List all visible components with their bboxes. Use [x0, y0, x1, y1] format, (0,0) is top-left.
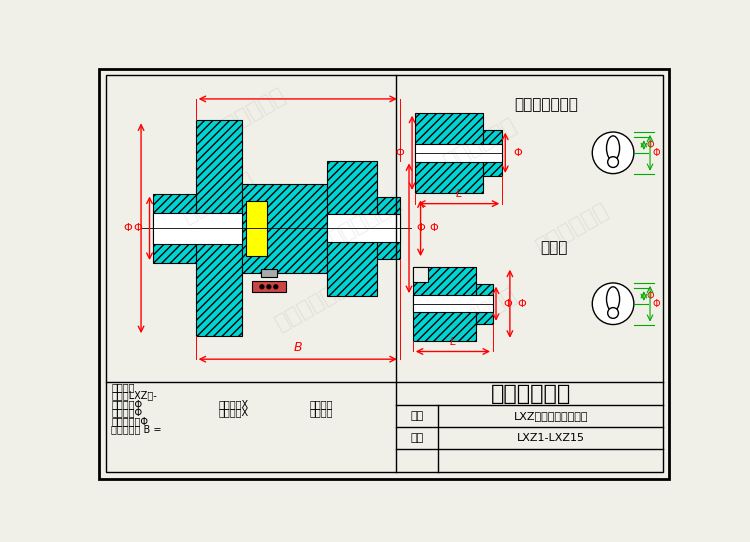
Text: 泊头友谊机械: 泊头友谊机械: [179, 169, 259, 226]
Text: Φ: Φ: [646, 140, 654, 150]
Ellipse shape: [607, 287, 619, 312]
Text: 主动端（轮端）: 主动端（轮端）: [514, 98, 578, 113]
Text: 制动轮外径Φ: 制动轮外径Φ: [111, 416, 148, 426]
Circle shape: [592, 283, 634, 325]
Bar: [376, 197, 400, 259]
Circle shape: [608, 308, 619, 318]
Text: 名称: 名称: [411, 411, 424, 421]
Circle shape: [260, 285, 264, 289]
Circle shape: [592, 132, 634, 173]
Text: （孔长）: （孔长）: [310, 399, 333, 409]
Text: Φ: Φ: [417, 223, 425, 233]
Text: 泊头友谊机械: 泊头友谊机械: [490, 384, 571, 404]
Text: LXZ型弹性柱销联轴器: LXZ型弹性柱销联轴器: [514, 411, 588, 421]
Bar: [483, 130, 502, 176]
Text: Φ: Φ: [646, 291, 654, 301]
Bar: [246, 201, 267, 256]
Circle shape: [267, 285, 271, 289]
Bar: [327, 160, 376, 296]
Text: Φ: Φ: [430, 223, 439, 233]
Text: 从动端：Φ: 从动端：Φ: [111, 407, 142, 417]
Text: （孔径）X: （孔径）X: [219, 407, 249, 417]
Text: （孔长）: （孔长）: [310, 407, 333, 417]
Text: Φ: Φ: [396, 148, 404, 158]
Text: 文字标注: 文字标注: [111, 382, 134, 392]
Text: Φ: Φ: [123, 223, 132, 233]
Text: Φ: Φ: [652, 299, 660, 309]
Bar: [413, 295, 493, 312]
Ellipse shape: [607, 136, 619, 160]
Text: Φ: Φ: [133, 223, 142, 233]
Text: （孔径）X: （孔径）X: [219, 399, 249, 409]
Circle shape: [274, 285, 278, 289]
Bar: [252, 281, 286, 292]
Bar: [413, 267, 428, 282]
Bar: [476, 283, 493, 324]
Bar: [413, 267, 476, 341]
Text: Φ: Φ: [504, 299, 512, 309]
Text: Φ: Φ: [513, 148, 522, 158]
Text: L: L: [455, 189, 462, 199]
Text: 适用: 适用: [411, 433, 424, 443]
Text: B: B: [293, 341, 302, 354]
Bar: [153, 193, 196, 263]
Text: 泊头友谊机械: 泊头友谊机械: [533, 199, 613, 257]
Text: Φ: Φ: [652, 148, 660, 158]
Text: LXZ1-LXZ15: LXZ1-LXZ15: [517, 433, 585, 443]
Text: 从动端: 从动端: [540, 240, 568, 255]
Text: L: L: [450, 337, 456, 347]
Text: 泊头友谊机械: 泊头友谊机械: [441, 284, 520, 341]
Text: Φ: Φ: [518, 299, 526, 309]
Text: 泊头友谊机械: 泊头友谊机械: [210, 84, 290, 141]
Bar: [261, 269, 277, 277]
Text: 泊头友谊机械: 泊头友谊机械: [272, 276, 351, 334]
Bar: [416, 144, 503, 162]
Bar: [196, 120, 242, 336]
Bar: [327, 215, 400, 242]
Text: 泊头友谊机械: 泊头友谊机械: [441, 115, 520, 172]
Circle shape: [608, 157, 619, 167]
Text: 泊头友谊机械: 泊头友谊机械: [326, 192, 405, 249]
Text: 制动轮宽度 B =: 制动轮宽度 B =: [111, 424, 161, 434]
Text: 主动端：Φ: 主动端：Φ: [111, 399, 142, 409]
Text: 型号：LXZ型-: 型号：LXZ型-: [111, 390, 157, 401]
Bar: [153, 213, 242, 244]
Bar: [416, 113, 483, 193]
Bar: [242, 184, 327, 273]
